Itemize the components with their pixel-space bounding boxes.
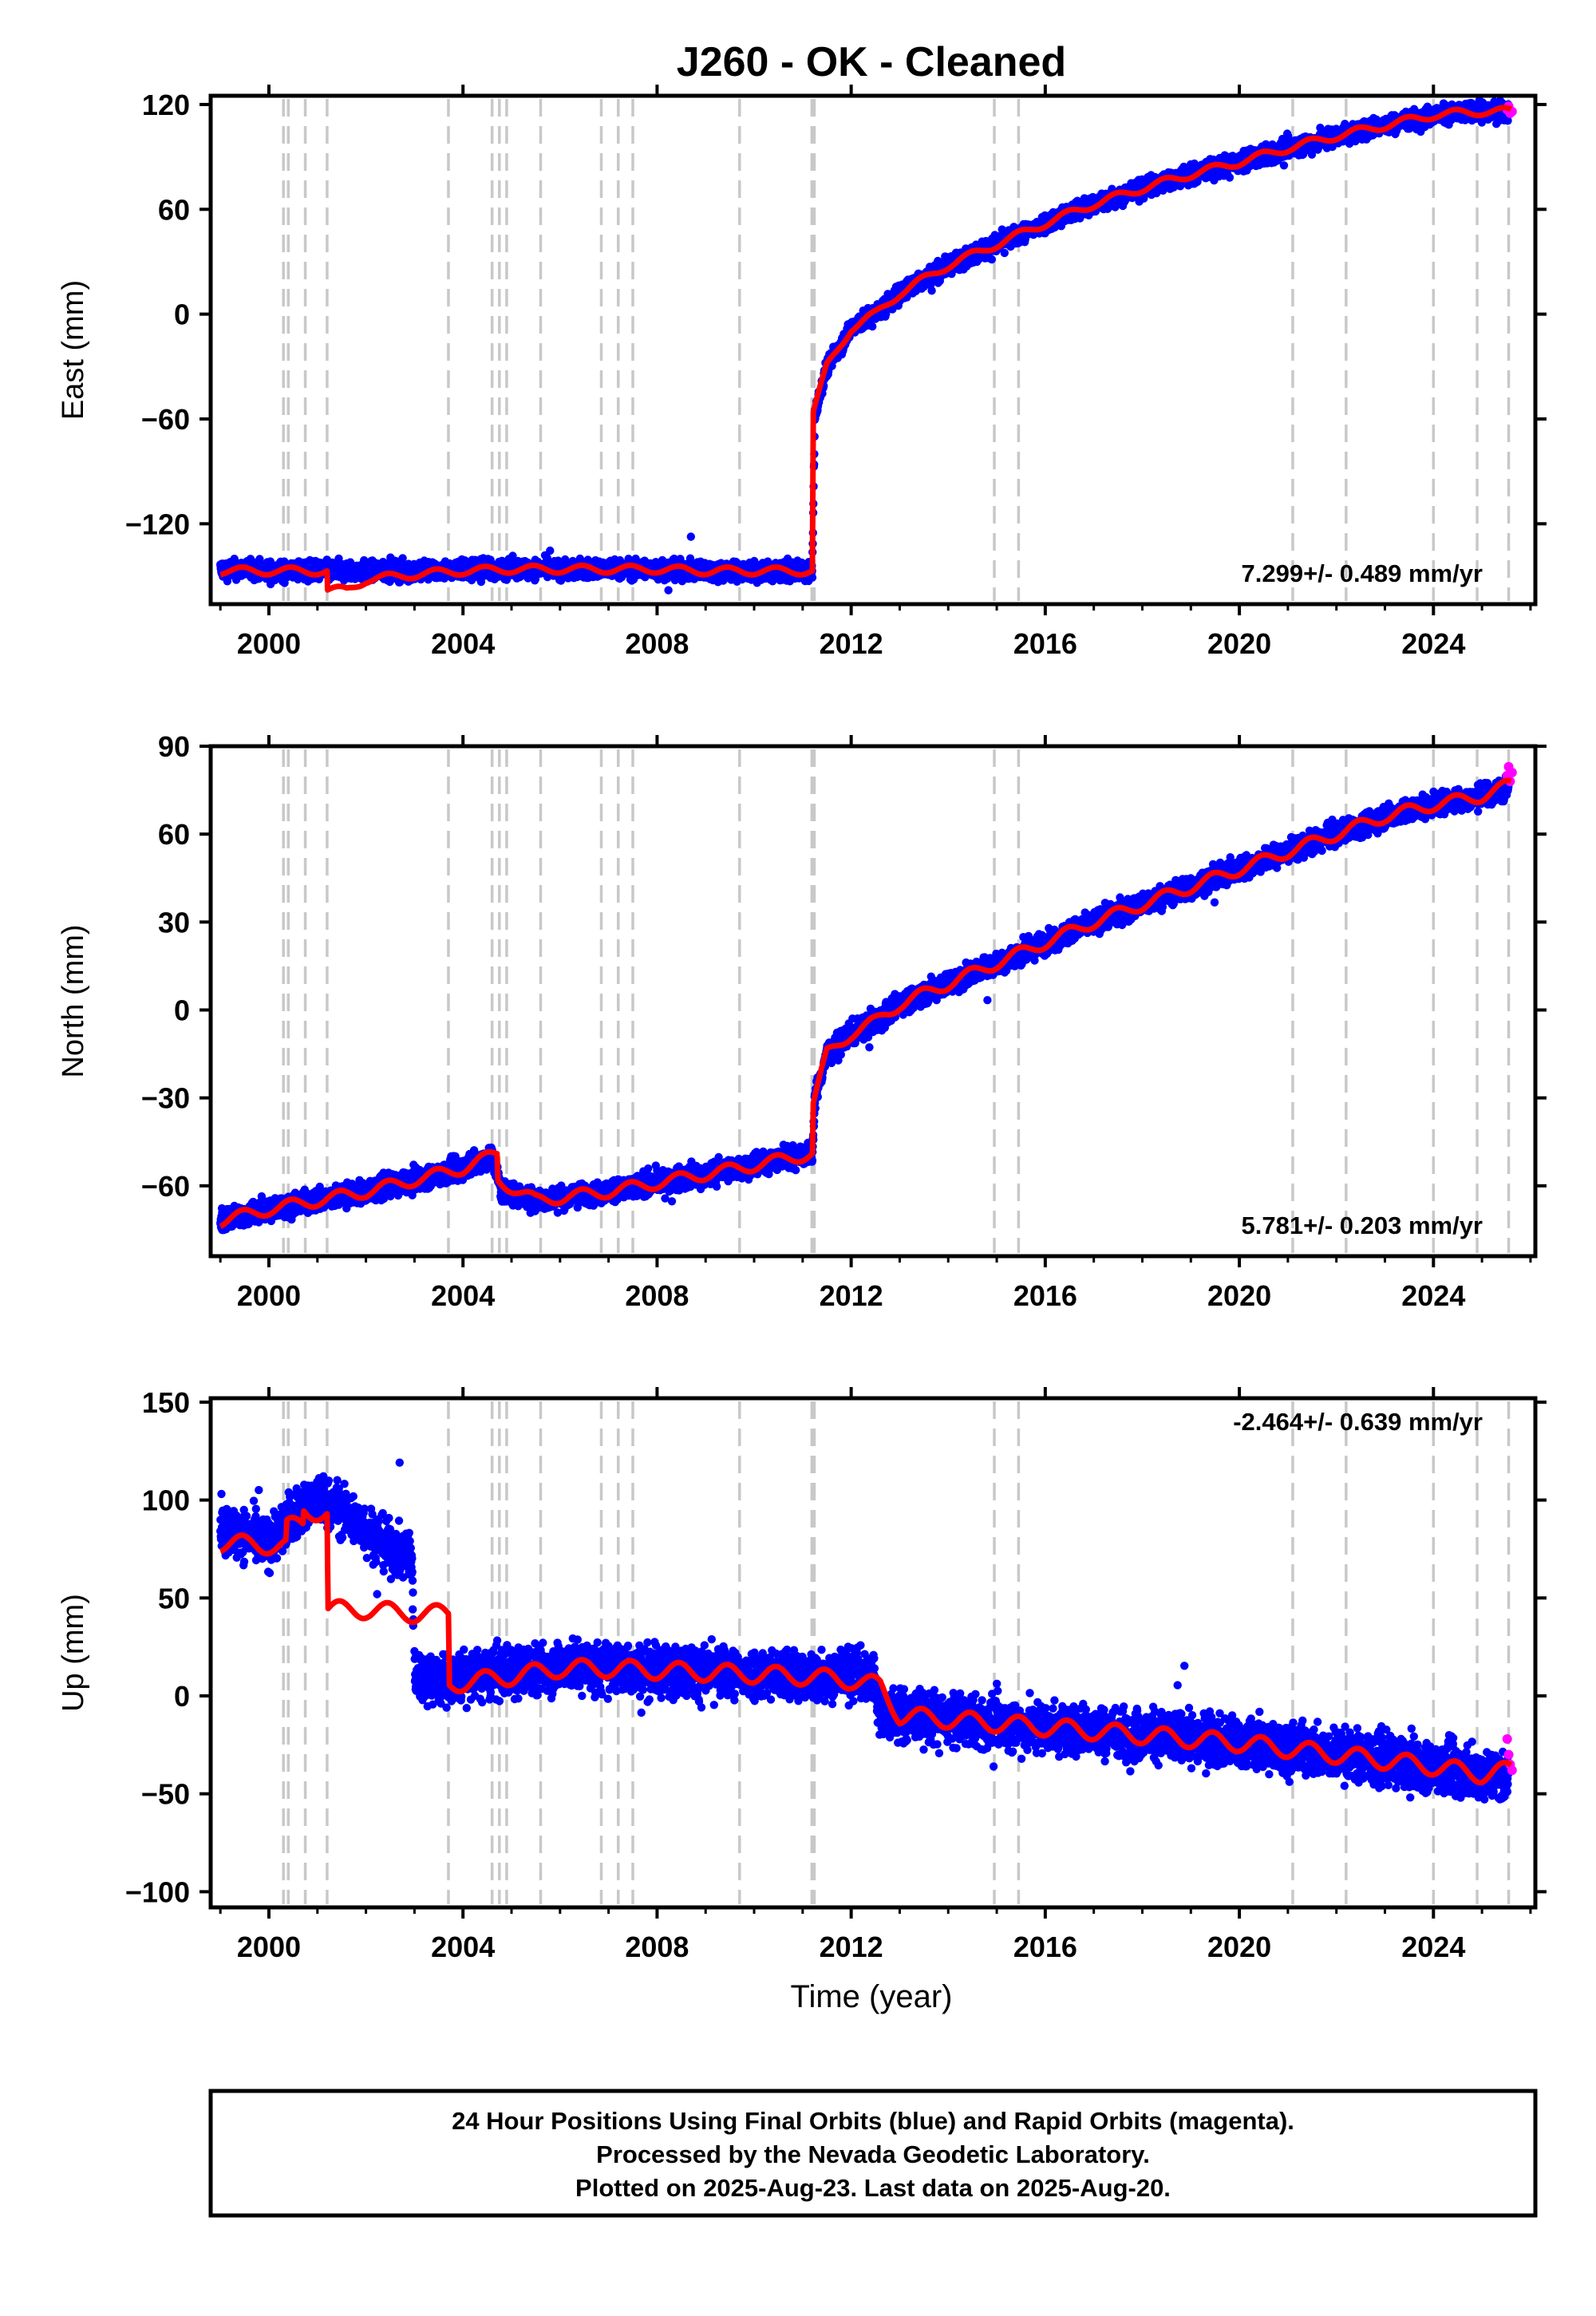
event-lines [283, 99, 1508, 601]
data-point [927, 287, 935, 294]
data-point [1226, 173, 1234, 181]
data-point [1001, 249, 1009, 257]
data-point [988, 255, 996, 263]
data-points [216, 96, 1517, 595]
chart-title: J260 - OK - Cleaned [677, 39, 1066, 85]
figure: J260 - OK - Cleaned 120600−60−1202000 200… [0, 0, 1596, 2316]
data-point [868, 322, 876, 330]
data-point [687, 532, 695, 540]
data-point [664, 586, 672, 594]
data-point [1280, 161, 1288, 169]
data-point [546, 547, 554, 555]
